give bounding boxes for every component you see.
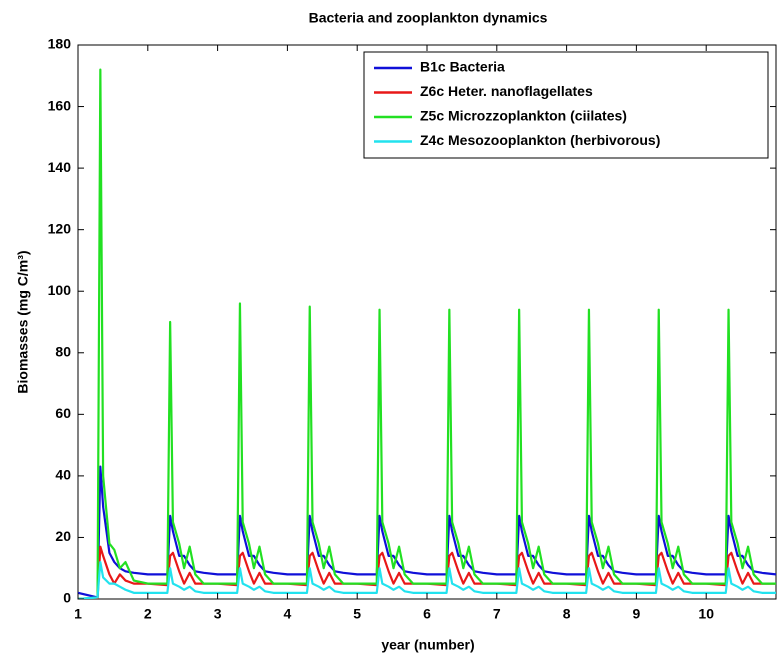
y-tick-label: 60 [55,405,71,421]
y-tick-label: 160 [48,97,72,113]
series-line [78,68,776,599]
legend-label: B1c Bacteria [420,59,505,75]
x-axis-label: year (number) [381,637,474,653]
y-tick-label: 80 [55,343,71,359]
x-tick-label: 10 [698,606,714,622]
y-tick-label: 140 [48,159,72,175]
y-axis-label: Biomasses (mg C/m³) [15,250,31,393]
y-tick-label: 120 [48,220,72,236]
series-line [78,545,776,599]
chart-title: Bacteria and zooplankton dynamics [309,10,548,26]
x-tick-label: 7 [493,606,501,622]
y-tick-label: 100 [48,282,72,298]
x-tick-label: 2 [144,606,152,622]
y-tick-label: 0 [63,590,71,606]
y-tick-label: 180 [48,36,72,52]
legend-label: Z5c Microzzoplankton (ciilates) [420,108,627,124]
series-line [78,465,776,599]
series-group [78,68,776,599]
series-line [78,560,776,599]
x-tick-label: 8 [563,606,571,622]
x-tick-label: 5 [353,606,361,622]
x-tick-label: 4 [284,606,292,622]
x-tick-label: 1 [74,606,82,622]
y-tick-label: 20 [55,528,71,544]
legend-label: Z6c Heter. nanoflagellates [420,83,593,99]
y-tick-label: 40 [55,467,71,483]
x-tick-label: 3 [214,606,222,622]
legend-box [363,51,769,159]
legend-label: Z4c Mesozooplankton (herbivorous) [420,132,660,148]
x-tick-label: 6 [423,606,431,622]
x-tick-label: 9 [633,606,641,622]
